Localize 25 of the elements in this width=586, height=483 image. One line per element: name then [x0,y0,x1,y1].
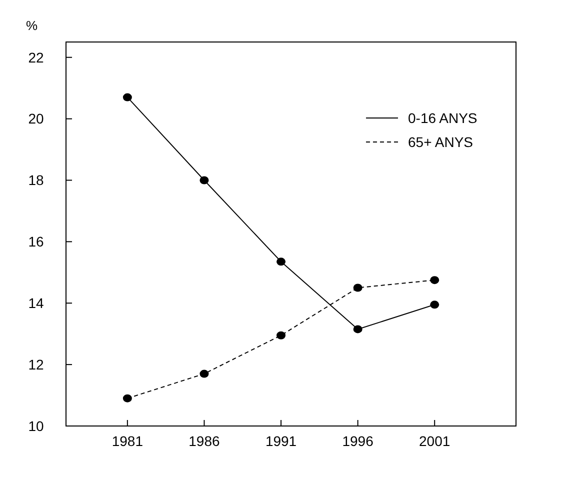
point [200,370,209,378]
point [430,276,440,284]
y-tick-label: 18 [28,172,44,188]
point [122,93,132,102]
x-tick-label: 1996 [342,433,374,449]
legend-label: 65+ ANYS [408,134,473,150]
point [122,394,132,402]
x-tick-label: 1986 [188,433,220,449]
x-tick-label: 1991 [265,433,297,449]
legend-label: 0-16 ANYS [408,110,478,126]
y-axis-title: % [26,18,38,33]
y-tick-label: 10 [28,418,44,434]
x-tick-label: 2001 [419,433,450,449]
point [200,176,209,184]
point [430,300,440,309]
y-tick-label: 20 [28,110,44,127]
y-tick-label: 12 [28,356,44,372]
point [353,284,362,292]
point [353,325,362,334]
point [276,258,286,266]
y-tick-label: 16 [28,234,44,250]
point [276,331,286,340]
y-tick-label: 14 [28,295,44,312]
x-tick-label: 1981 [112,433,144,449]
y-tick-label: 22 [28,49,44,66]
